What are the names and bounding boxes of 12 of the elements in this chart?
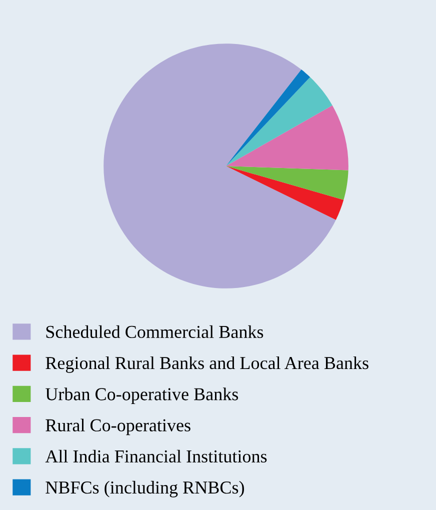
pie-slice <box>226 105 348 170</box>
legend-label: Urban Co-operative Banks <box>46 388 238 404</box>
pie-slice <box>226 166 344 220</box>
pie-slice <box>226 166 348 200</box>
legend-label: All India Financial Institutions <box>45 450 267 463</box>
legend-label: Rural Co-operatives <box>46 418 190 436</box>
legend-label: NBFCs (including RNBCs) <box>46 480 244 498</box>
pie-slice <box>226 70 310 166</box>
pie-slice <box>226 77 332 166</box>
legend-label: Scheduled Commercial Banks <box>46 325 264 338</box>
legend-label: Regional Rural Banks and Local Area Banks <box>46 356 368 373</box>
pie-slice <box>104 44 336 288</box>
